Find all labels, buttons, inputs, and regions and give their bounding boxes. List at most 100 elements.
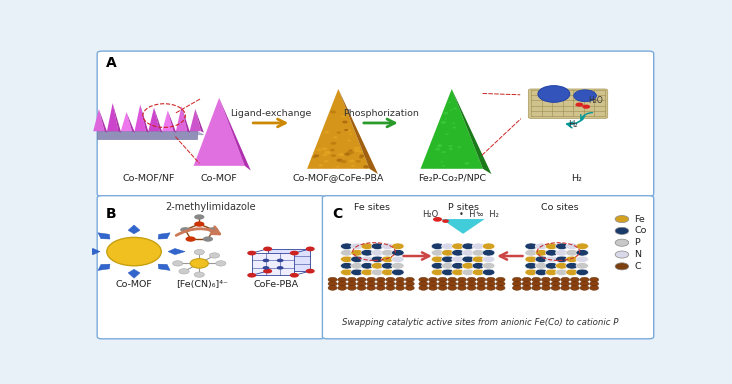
Circle shape (357, 281, 366, 286)
Circle shape (441, 250, 454, 256)
Circle shape (328, 281, 337, 286)
Text: Co-MOF@CoFe-PBA: Co-MOF@CoFe-PBA (293, 174, 384, 183)
Circle shape (381, 243, 394, 250)
Circle shape (381, 263, 394, 269)
Circle shape (356, 160, 361, 162)
Circle shape (361, 263, 373, 269)
Circle shape (551, 277, 560, 282)
Circle shape (361, 269, 373, 276)
Circle shape (452, 263, 464, 269)
Polygon shape (338, 89, 378, 174)
Circle shape (203, 237, 213, 242)
Circle shape (589, 286, 599, 290)
Circle shape (351, 269, 363, 276)
Circle shape (336, 166, 340, 168)
Circle shape (443, 151, 446, 153)
Polygon shape (97, 131, 203, 135)
Circle shape (340, 243, 353, 250)
Circle shape (392, 243, 404, 250)
Circle shape (472, 243, 485, 250)
Circle shape (551, 286, 560, 290)
Circle shape (344, 129, 348, 131)
Circle shape (496, 281, 505, 286)
Circle shape (194, 222, 204, 227)
Circle shape (525, 263, 537, 269)
Circle shape (570, 281, 580, 286)
Circle shape (346, 151, 353, 154)
Circle shape (576, 256, 589, 263)
Circle shape (406, 277, 414, 282)
Circle shape (347, 139, 351, 142)
Circle shape (462, 243, 474, 250)
Circle shape (574, 90, 597, 102)
Circle shape (464, 162, 469, 165)
Circle shape (482, 256, 495, 263)
Circle shape (522, 286, 531, 290)
Circle shape (448, 102, 451, 103)
Text: •  H⁺: • H⁺ (459, 210, 480, 219)
Circle shape (348, 281, 356, 286)
Circle shape (467, 277, 476, 282)
Circle shape (263, 269, 272, 273)
Circle shape (486, 277, 496, 282)
Circle shape (576, 269, 589, 276)
Circle shape (535, 263, 548, 269)
Circle shape (333, 136, 337, 139)
Circle shape (419, 281, 428, 286)
Polygon shape (158, 233, 170, 239)
Circle shape (467, 281, 476, 286)
Circle shape (376, 286, 385, 290)
Circle shape (338, 153, 345, 156)
Circle shape (367, 277, 376, 282)
Polygon shape (127, 112, 135, 133)
Circle shape (542, 286, 550, 290)
Polygon shape (168, 111, 176, 133)
Text: C: C (635, 262, 641, 271)
Circle shape (575, 103, 583, 107)
Circle shape (472, 256, 485, 263)
Polygon shape (128, 225, 140, 234)
Circle shape (357, 286, 366, 290)
Circle shape (348, 286, 356, 290)
Circle shape (458, 146, 461, 148)
Circle shape (458, 281, 466, 286)
Circle shape (428, 286, 438, 290)
Circle shape (392, 269, 404, 276)
Circle shape (525, 256, 537, 263)
Circle shape (351, 256, 363, 263)
Circle shape (392, 263, 404, 269)
Text: Phosphorization: Phosphorization (343, 109, 419, 118)
Circle shape (431, 243, 444, 250)
Circle shape (433, 217, 442, 222)
Circle shape (570, 277, 580, 282)
Circle shape (431, 256, 444, 263)
Circle shape (306, 247, 315, 251)
Polygon shape (168, 248, 185, 255)
Circle shape (525, 269, 537, 276)
Text: B: B (105, 207, 116, 221)
Circle shape (330, 142, 336, 145)
Polygon shape (182, 106, 190, 133)
Circle shape (525, 250, 537, 256)
Circle shape (482, 263, 495, 269)
Circle shape (535, 250, 548, 256)
Circle shape (376, 281, 385, 286)
Circle shape (525, 243, 537, 250)
Polygon shape (162, 111, 173, 131)
Circle shape (190, 259, 209, 268)
Circle shape (180, 227, 190, 232)
Circle shape (441, 165, 445, 167)
Circle shape (446, 134, 449, 135)
Circle shape (472, 250, 485, 256)
Circle shape (337, 286, 347, 290)
Circle shape (472, 263, 485, 269)
Circle shape (570, 286, 580, 290)
Circle shape (263, 259, 269, 262)
Circle shape (324, 151, 331, 154)
Circle shape (582, 104, 590, 109)
Circle shape (576, 263, 589, 269)
Circle shape (351, 243, 363, 250)
Circle shape (576, 243, 589, 250)
Circle shape (486, 286, 496, 290)
Circle shape (512, 277, 521, 282)
